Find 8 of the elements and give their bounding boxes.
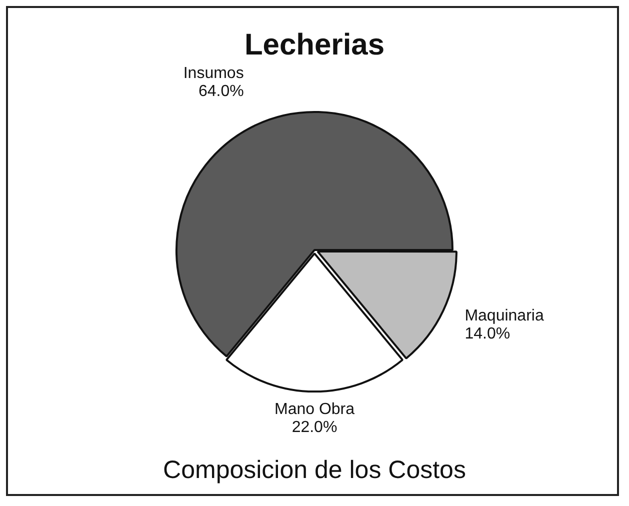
slice-label: Insumos — [183, 64, 244, 82]
chart-title: Lecherias — [244, 28, 385, 62]
text: Composicion de los Costos — [162, 456, 467, 485]
data-label: 22.0% — [292, 419, 338, 436]
slice-label: Mano Obra — [274, 401, 355, 418]
data-label: 14.0% — [464, 326, 510, 343]
data-label: 64.0% — [198, 82, 244, 100]
slice-label: Maquinaria — [464, 308, 544, 325]
